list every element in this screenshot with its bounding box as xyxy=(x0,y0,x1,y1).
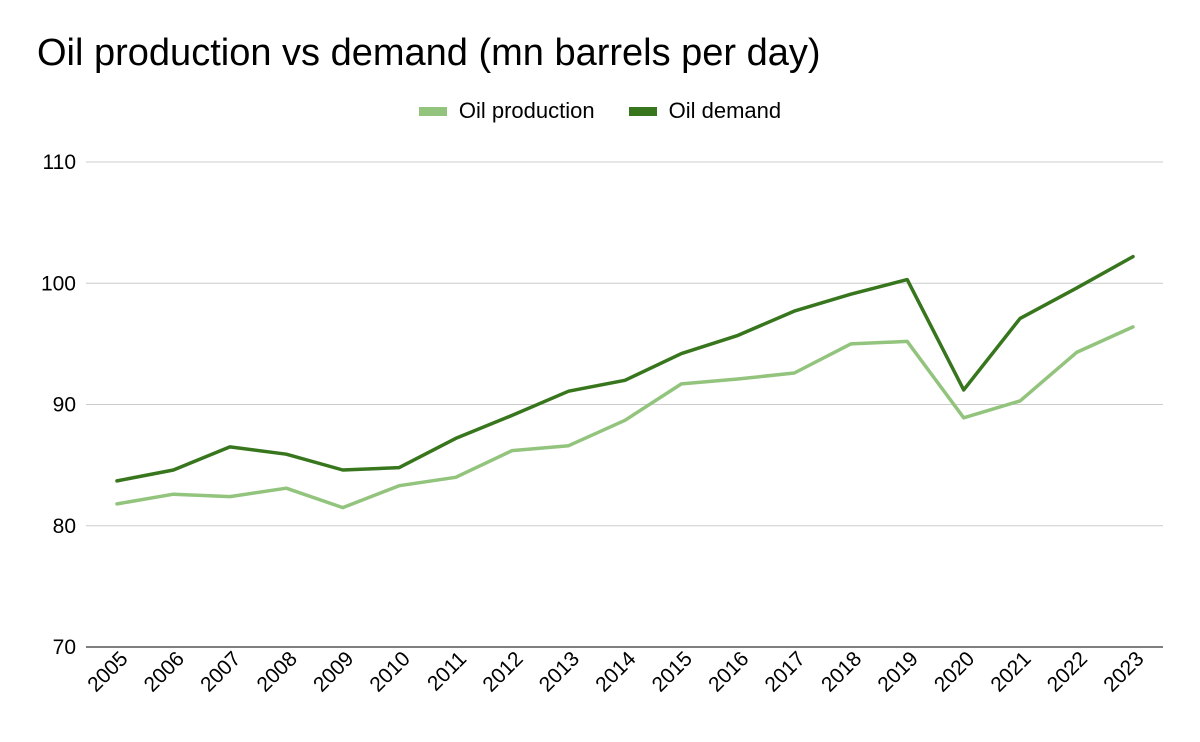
x-tick-label: 2018 xyxy=(817,647,866,696)
x-tick-label: 2012 xyxy=(478,647,527,696)
x-tick-label: 2010 xyxy=(365,647,414,696)
legend-swatch-production xyxy=(418,106,447,116)
x-tick-label: 2019 xyxy=(873,647,922,696)
chart-title: Oil production vs demand (mn barrels per… xyxy=(37,32,821,74)
series-line-demand xyxy=(115,254,1135,483)
x-tick-label: 2005 xyxy=(83,647,132,696)
y-tick-label: 110 xyxy=(43,151,76,174)
x-tick-label: 2016 xyxy=(704,647,753,696)
y-tick-label: 90 xyxy=(53,394,76,417)
series-line-production xyxy=(115,325,1135,510)
x-tick-label: 2017 xyxy=(761,647,810,696)
legend-item-production: Oil production xyxy=(418,98,595,124)
legend-swatch-demand xyxy=(628,106,657,116)
y-tick-label: 80 xyxy=(53,515,76,538)
legend-item-demand: Oil demand xyxy=(628,98,782,124)
y-tick-label: 100 xyxy=(41,272,76,295)
x-tick-label: 2020 xyxy=(930,647,979,696)
x-tick-label: 2006 xyxy=(140,647,189,696)
x-tick-label: 2022 xyxy=(1043,647,1092,696)
legend: Oil production Oil demand xyxy=(0,98,1200,124)
legend-label-demand: Oil demand xyxy=(668,98,782,123)
legend-label-production: Oil production xyxy=(458,98,595,123)
x-tick-label: 2013 xyxy=(535,647,584,696)
x-tick-label: 2023 xyxy=(1099,647,1148,696)
x-tick-label: 2008 xyxy=(253,647,302,696)
x-tick-label: 2007 xyxy=(196,647,245,696)
x-tick-label: 2014 xyxy=(591,647,641,697)
x-tick-label: 2009 xyxy=(309,647,358,696)
x-tick-label: 2011 xyxy=(423,647,471,695)
x-tick-label: 2015 xyxy=(648,647,697,696)
y-tick-label: 70 xyxy=(53,636,76,659)
x-tick-label: 2021 xyxy=(986,647,1035,696)
